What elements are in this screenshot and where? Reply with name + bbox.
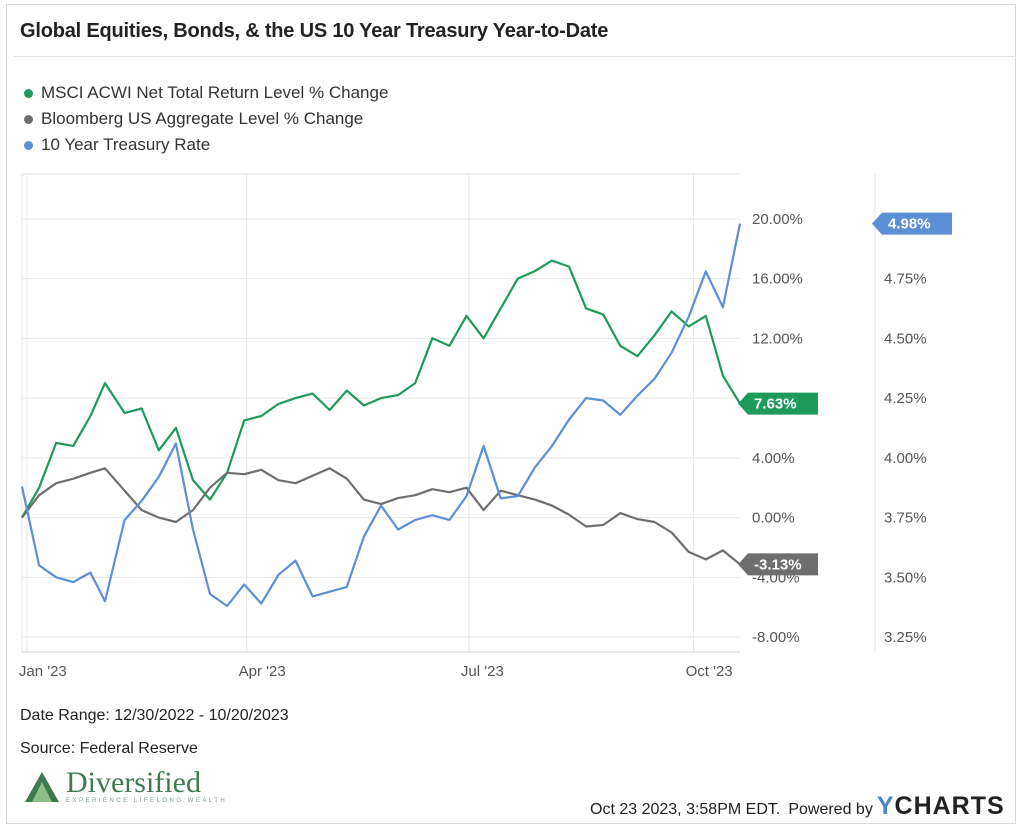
y-right-tick-label: 4.25% [884, 390, 927, 407]
bloomberg-series-line [21, 467, 741, 566]
title-divider [14, 56, 1016, 57]
ycharts-brand-y: Y [876, 792, 895, 820]
y-right-tick-label: 4.50% [884, 330, 927, 347]
msci-end-label: 7.63% [754, 396, 797, 413]
chart-card-frame [6, 4, 1016, 824]
y-right-tick-label: 3.50% [884, 569, 927, 586]
msci-end-label-bg [738, 392, 818, 415]
y-left-tick-label: -8.00% [752, 629, 800, 646]
legend-item-msci[interactable]: MSCI ACWI Net Total Return Level % Chang… [24, 80, 388, 106]
powered-by-text: Powered by [788, 801, 873, 818]
legend-dot-msci [24, 88, 33, 98]
bloomberg-end-label: -3.13% [754, 556, 802, 573]
y-left-tick-label: 4.00% [752, 450, 795, 467]
legend-label-treasury: 10 Year Treasury Rate [41, 135, 211, 154]
ycharts-brand-rest: CHARTS [894, 792, 1005, 820]
treasury-end-label: 4.98% [888, 216, 931, 233]
legend-item-bloomberg[interactable]: Bloomberg US Aggregate Level % Change [24, 106, 388, 132]
legend-label-msci: MSCI ACWI Net Total Return Level % Chang… [41, 83, 389, 102]
logo-name: Diversified [66, 766, 201, 799]
chart-title: Global Equities, Bonds, & the US 10 Year… [20, 20, 609, 42]
y-right-tick-label: 4.75% [884, 271, 927, 288]
x-tick-label: Oct '23 [686, 663, 733, 680]
legend-item-treasury[interactable]: 10 Year Treasury Rate [24, 132, 388, 158]
x-tick-label: Jan '23 [19, 663, 67, 680]
y-left-tick-label: 20.00% [752, 211, 803, 228]
ycharts-brand[interactable]: YCHARTS [877, 792, 1005, 821]
y-right-tick-label: 3.25% [884, 629, 927, 646]
powered-by-area: Oct 23 2023, 3:58PM EDT. Powered by YCHA… [590, 792, 1005, 821]
y-left-tick-label: 16.00% [752, 271, 803, 288]
legend-dot-bloomberg [24, 114, 33, 124]
x-tick-label: Apr '23 [239, 663, 286, 680]
chart-legend: MSCI ACWI Net Total Return Level % Chang… [24, 80, 388, 158]
msci-series-line [21, 259, 741, 519]
legend-dot-treasury [24, 140, 33, 150]
bloomberg-end-label-bg [738, 553, 818, 576]
mountain-logo-icon [25, 772, 59, 802]
treasury-series-line [20, 223, 742, 608]
y-right-tick-label: 3.75% [884, 510, 927, 527]
treasury-end-label-bg [872, 212, 952, 235]
date-range-text: Date Range: 12/30/2022 - 10/20/2023 [20, 707, 289, 724]
y-right-tick-label: 4.00% [884, 450, 927, 467]
logo-tagline: EXPERIENCE LIFELONG WEALTH [66, 798, 228, 804]
y-left-tick-label: 12.00% [752, 330, 803, 347]
source-text: Source: Federal Reserve [20, 740, 198, 757]
x-tick-label: Jul '23 [461, 663, 504, 680]
line-chart: -8.00%-4.00%0.00%4.00%8.00%12.00%16.00%2… [19, 173, 952, 680]
diversified-logo: Diversified EXPERIENCE LIFELONG WEALTH [24, 766, 228, 804]
legend-label-bloomberg: Bloomberg US Aggregate Level % Change [41, 109, 364, 128]
y-left-tick-label: 0.00% [752, 510, 795, 527]
timestamp-text: Oct 23 2023, 3:58PM EDT. [590, 801, 781, 818]
